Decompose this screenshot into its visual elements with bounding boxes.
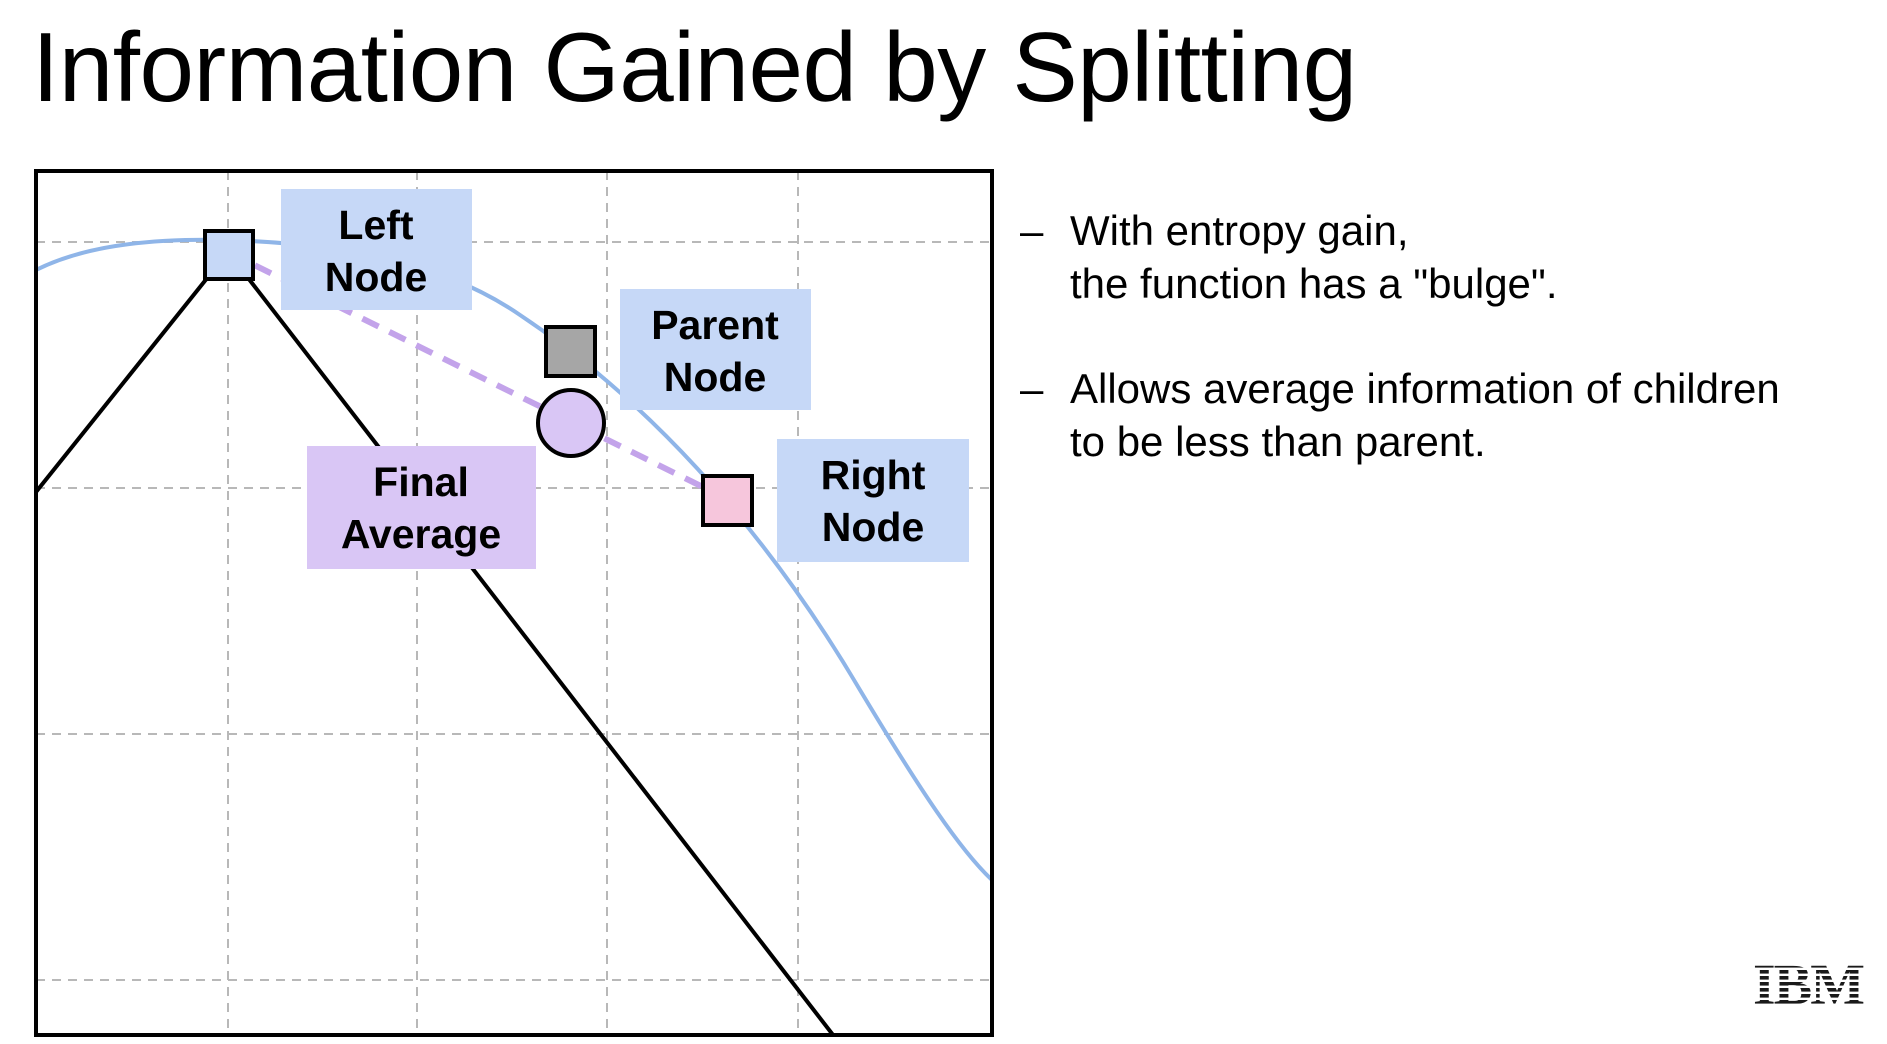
bullet-item: – Allows average information of children… xyxy=(1020,362,1860,468)
impurity-line xyxy=(36,250,230,494)
bullet-marker: – xyxy=(1020,365,1044,412)
bullet-item: – With entropy gain, the function has a … xyxy=(1020,204,1860,310)
final-average-label-line1: Final xyxy=(373,459,469,505)
plot-frame xyxy=(34,169,994,1037)
bullet-line: With entropy gain, xyxy=(1070,207,1409,254)
bullet-line: the function has a "bulge". xyxy=(1070,260,1558,307)
parent-node-label: Parent Node xyxy=(620,289,811,410)
right-node-label-line2: Node xyxy=(822,504,925,550)
left-node-marker xyxy=(203,229,255,281)
final-average-label-line2: Average xyxy=(341,511,501,557)
right-node-label-line1: Right xyxy=(821,452,926,498)
final-average-marker xyxy=(536,388,606,458)
left-node-label-line1: Left xyxy=(338,202,414,248)
parent-node-label-line1: Parent xyxy=(651,302,779,348)
bullet-line: Allows average information of children xyxy=(1070,365,1780,412)
impurity-lines xyxy=(36,250,836,1035)
final-average-label: Final Average xyxy=(307,446,536,569)
ibm-logo: IBM xyxy=(1753,952,1866,1012)
grid-lines xyxy=(36,171,992,1035)
left-node-label: Left Node xyxy=(281,189,472,310)
right-node-label: Right Node xyxy=(777,439,969,562)
bullet-marker: – xyxy=(1020,207,1044,254)
bullet-line: to be less than parent. xyxy=(1070,418,1486,465)
ibm-logo-text: IBM xyxy=(1753,952,1864,1012)
parent-node-marker xyxy=(544,325,597,378)
slide-title: Information Gained by Splitting xyxy=(32,12,1357,122)
left-node-label-line2: Node xyxy=(325,254,428,300)
right-node-marker xyxy=(701,474,754,527)
bullet-list: – With entropy gain, the function has a … xyxy=(1020,204,1860,520)
impurity-line xyxy=(226,250,836,1035)
parent-node-label-line2: Node xyxy=(664,354,767,400)
